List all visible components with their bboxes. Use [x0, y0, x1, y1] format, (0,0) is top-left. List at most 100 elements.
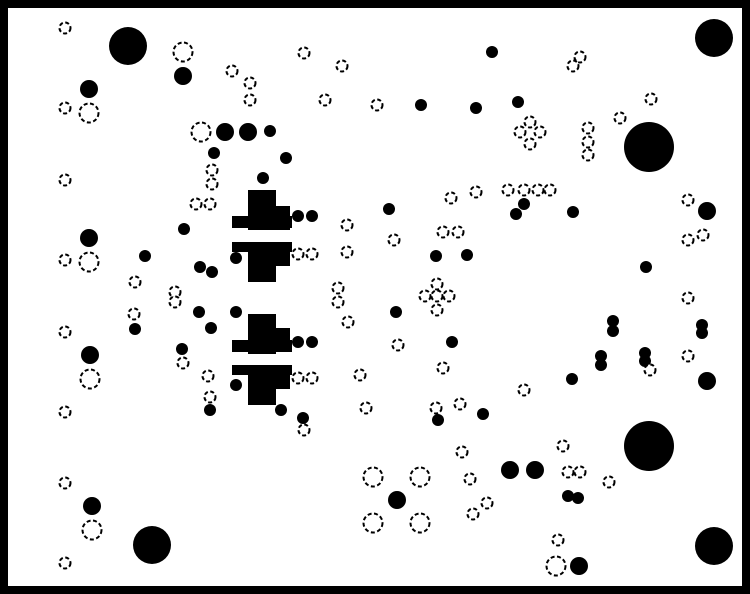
via-ring	[643, 363, 657, 377]
via-ring	[581, 148, 595, 162]
via-ring	[523, 137, 537, 151]
pad-ring	[78, 102, 100, 124]
via-ring	[430, 289, 444, 303]
via	[275, 404, 287, 416]
via-ring	[523, 115, 537, 129]
via-ring	[480, 496, 494, 510]
via-large	[526, 461, 544, 479]
via	[306, 210, 318, 222]
via-ring	[58, 21, 72, 35]
via	[461, 249, 473, 261]
via-ring	[58, 476, 72, 490]
via	[518, 198, 530, 210]
via-ring	[335, 59, 349, 73]
via-ring	[203, 197, 217, 211]
via	[194, 261, 206, 273]
via-ring	[58, 253, 72, 267]
via	[566, 373, 578, 385]
via	[129, 323, 141, 335]
via-large	[174, 67, 192, 85]
via-ring	[581, 135, 595, 149]
pad-ring	[81, 519, 103, 541]
via	[193, 306, 205, 318]
pad-ring	[362, 512, 384, 534]
via	[264, 125, 276, 137]
via-ring	[430, 277, 444, 291]
via	[510, 208, 522, 220]
via-large	[570, 557, 588, 575]
via-ring	[58, 556, 72, 570]
via-large	[388, 491, 406, 509]
via	[292, 210, 304, 222]
via-ring	[387, 233, 401, 247]
via	[230, 252, 242, 264]
via	[280, 152, 292, 164]
pad-ring	[190, 121, 212, 143]
via	[206, 266, 218, 278]
via-ring	[128, 275, 142, 289]
pads	[232, 190, 292, 405]
via-ring	[444, 191, 458, 205]
via-ring	[189, 197, 203, 211]
via-ring	[201, 369, 215, 383]
via	[446, 336, 458, 348]
via-ring	[613, 111, 627, 125]
via-large	[698, 372, 716, 390]
via-ring	[436, 225, 450, 239]
via	[306, 336, 318, 348]
pad	[276, 242, 290, 266]
via-ring	[573, 50, 587, 64]
via-ring	[429, 401, 443, 415]
via	[486, 46, 498, 58]
via-ring	[455, 445, 469, 459]
pad-ring	[172, 41, 194, 63]
via-ring	[331, 295, 345, 309]
via-ring	[466, 507, 480, 521]
via	[297, 412, 309, 424]
via-ring	[341, 315, 355, 329]
via-ring	[176, 356, 190, 370]
via-ring	[681, 291, 695, 305]
via-ring	[696, 228, 710, 242]
via-ring	[644, 92, 658, 106]
via	[383, 203, 395, 215]
via-ring	[442, 289, 456, 303]
pad	[232, 242, 292, 252]
via-ring	[205, 177, 219, 191]
via-ring	[58, 173, 72, 187]
via-ring	[681, 349, 695, 363]
via	[607, 315, 619, 327]
via-ring	[359, 401, 373, 415]
via-ring	[556, 439, 570, 453]
via-large	[80, 229, 98, 247]
via	[477, 408, 489, 420]
via-ring	[463, 472, 477, 486]
via-ring	[551, 533, 565, 547]
via-large	[698, 202, 716, 220]
via	[432, 414, 444, 426]
mounting-hole	[695, 19, 733, 57]
via-ring	[58, 405, 72, 419]
via-large	[216, 123, 234, 141]
via	[595, 350, 607, 362]
via	[562, 490, 574, 502]
pad	[276, 206, 290, 230]
via	[176, 343, 188, 355]
via	[292, 336, 304, 348]
mounting-hole	[624, 122, 674, 172]
pad	[276, 328, 290, 352]
via-large	[81, 346, 99, 364]
via	[607, 325, 619, 337]
pad-ring	[409, 512, 431, 534]
via-ring	[501, 183, 515, 197]
via-ring	[418, 289, 432, 303]
via-ring	[297, 423, 311, 437]
via	[572, 492, 584, 504]
via	[696, 327, 708, 339]
via-ring	[305, 247, 319, 261]
via-ring	[340, 245, 354, 259]
via-ring	[168, 295, 182, 309]
via-ring	[573, 465, 587, 479]
